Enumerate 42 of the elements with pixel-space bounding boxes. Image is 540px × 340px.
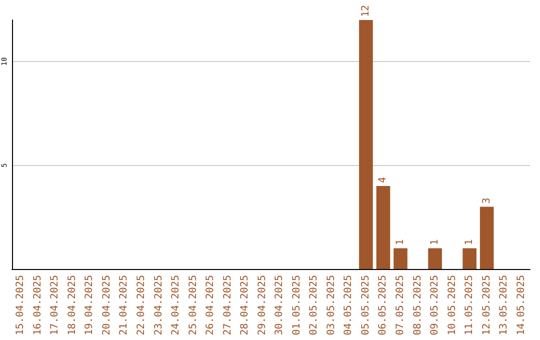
data-label: 4	[378, 176, 389, 183]
x-tick-label: 19.04.2025	[84, 275, 96, 336]
data-label: 3	[481, 198, 492, 204]
x-tick-label: 26.04.2025	[205, 275, 216, 336]
x-tick-label: 15.04.2025	[15, 275, 26, 336]
x-tick-label: 22.04.2025	[136, 275, 147, 336]
x-tick-label: 24.04.2025	[170, 275, 182, 336]
data-label: 12	[360, 4, 372, 17]
x-tick-label: 04.05.2025	[343, 275, 354, 336]
x-tick-label: 28.04.2025	[240, 275, 251, 336]
x-tick-label: 10.05.2025	[446, 275, 458, 336]
x-tick-label: 09.05.2025	[430, 275, 441, 336]
bar	[428, 248, 442, 269]
bar	[376, 186, 390, 269]
data-label: 1	[464, 239, 476, 246]
x-tick-label: 07.05.2025	[395, 275, 406, 336]
x-tick-label: 12.05.2025	[481, 275, 492, 336]
bar	[462, 248, 476, 269]
x-tick-label: 14.05.2025	[516, 275, 527, 336]
bar	[394, 248, 408, 269]
x-tick-label: 06.05.2025	[378, 275, 389, 336]
x-tick-label: 29.04.2025	[256, 275, 268, 336]
data-label: 1	[430, 239, 441, 246]
x-tick-label: 30.04.2025	[274, 275, 286, 336]
x-tick-label: 11.05.2025	[464, 275, 476, 336]
bar	[359, 20, 373, 269]
x-tick-label: 05.05.2025	[360, 275, 372, 336]
x-tick-label: 01.05.2025	[291, 275, 302, 336]
x-tick-label: 17.04.2025	[50, 275, 61, 336]
x-tick-label: 18.04.2025	[66, 275, 78, 336]
x-tick-label: 20.04.2025	[101, 275, 112, 336]
x-tick-label: 03.05.2025	[326, 275, 337, 336]
x-tick-label: 27.04.2025	[222, 275, 234, 336]
x-tick-label: 13.05.2025	[498, 275, 510, 336]
x-tick-label: 16.04.2025	[32, 275, 44, 336]
x-tick-label: 23.04.2025	[153, 275, 164, 336]
bar	[480, 206, 494, 269]
data-label: 1	[395, 239, 406, 246]
x-tick-label: 02.05.2025	[308, 275, 320, 336]
x-tick-label: 08.05.2025	[412, 275, 424, 336]
x-tick-label: 25.04.2025	[188, 275, 199, 336]
x-tick-label: 21.04.2025	[118, 275, 130, 336]
